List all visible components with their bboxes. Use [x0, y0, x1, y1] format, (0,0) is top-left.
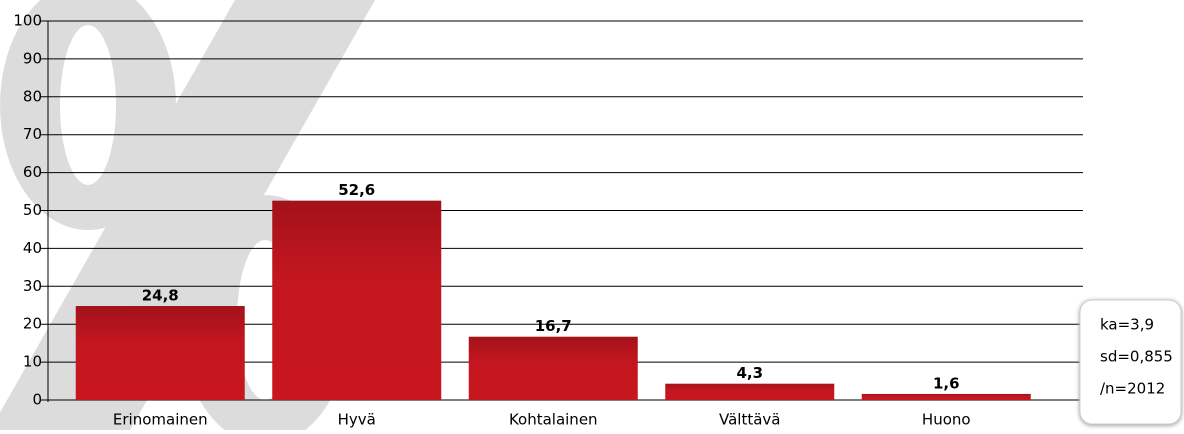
stats-text: /n=2012	[1100, 380, 1165, 398]
value-label: 16,7	[535, 317, 572, 335]
value-label: 24,8	[142, 287, 179, 305]
y-tick-label: 60	[23, 163, 42, 181]
y-tick-label: 0	[32, 391, 42, 409]
bar	[861, 393, 1031, 400]
y-tick-label: 20	[23, 315, 42, 333]
value-label: 52,6	[338, 181, 375, 199]
stats-box	[1079, 299, 1182, 425]
bar	[272, 200, 442, 400]
value-label: 1,6	[933, 374, 960, 392]
x-tick-label: Kohtalainen	[509, 411, 598, 429]
y-tick-label: 50	[23, 201, 42, 219]
x-tick-label: Välttävä	[719, 411, 780, 429]
y-tick-label: 10	[23, 353, 42, 371]
bar	[75, 306, 245, 400]
y-tick-label: 100	[13, 12, 42, 30]
x-tick-label: Huono	[922, 411, 971, 429]
stats-text: sd=0,855	[1100, 348, 1173, 366]
bar	[665, 383, 835, 400]
bar	[468, 336, 638, 400]
y-tick-label: 80	[23, 87, 42, 105]
y-tick-label: 70	[23, 125, 42, 143]
stats-text: ka=3,9	[1100, 316, 1154, 334]
value-label: 4,3	[736, 364, 763, 382]
y-tick-label: 30	[23, 277, 42, 295]
x-tick-label: Hyvä	[338, 411, 376, 429]
y-tick-label: 90	[23, 49, 42, 67]
x-tick-label: Erinomainen	[113, 411, 208, 429]
y-tick-label: 40	[23, 239, 42, 257]
